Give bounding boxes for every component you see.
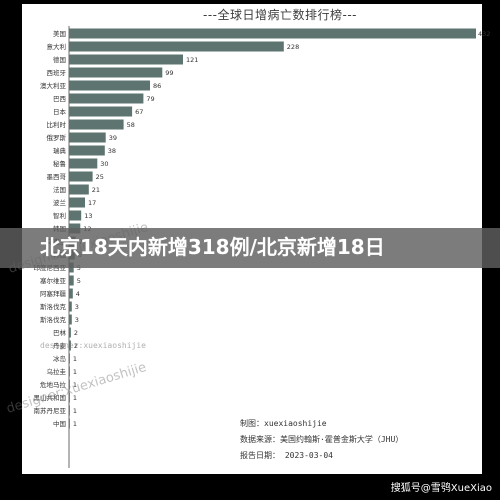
category-label: 黑山共和国 xyxy=(34,393,67,402)
bar xyxy=(69,158,98,169)
bar xyxy=(69,184,89,195)
category-label: 秘鲁 xyxy=(53,159,66,168)
bar xyxy=(69,418,70,429)
bar xyxy=(69,314,72,325)
bar xyxy=(69,93,144,104)
value-label: 2 xyxy=(74,329,78,337)
value-label: 4 xyxy=(76,290,80,298)
category-label: 南苏丹尼亚 xyxy=(34,406,67,415)
bar xyxy=(69,67,163,78)
bar xyxy=(69,171,93,182)
category-label: 日本 xyxy=(53,107,67,116)
value-label: 17 xyxy=(88,199,96,207)
category-label: 乌拉圭 xyxy=(47,367,67,376)
credit-text: 搜狐号@雪鸮XueXiao xyxy=(390,483,492,494)
category-label: 巴林 xyxy=(53,328,67,337)
category-label: 斯洛伐克 xyxy=(40,315,67,324)
value-label: 86 xyxy=(153,82,161,90)
value-label: 2 xyxy=(74,342,78,350)
value-labels-group: 4322281219986796758393830252117131276554… xyxy=(73,30,491,428)
value-label: 432 xyxy=(478,30,490,38)
value-label: 1 xyxy=(73,381,77,389)
category-label: 中国 xyxy=(53,419,66,428)
category-label: 阿塞拜疆 xyxy=(40,289,67,298)
bar xyxy=(69,119,124,130)
category-label: 澳大利亚 xyxy=(40,81,67,90)
value-label: 5 xyxy=(77,277,81,285)
bar xyxy=(69,106,133,117)
category-label: 巴西 xyxy=(53,95,67,103)
category-label: 意大利 xyxy=(47,42,67,51)
value-label: 3 xyxy=(75,303,79,311)
bar xyxy=(69,80,150,91)
category-label: 德国 xyxy=(53,55,66,64)
bar xyxy=(69,132,106,143)
bar xyxy=(69,28,476,39)
bar xyxy=(69,353,70,364)
bar xyxy=(69,301,72,312)
headline-band xyxy=(0,228,500,268)
category-label: 危地马拉 xyxy=(40,380,67,389)
category-label: 美国 xyxy=(53,29,66,38)
value-label: 58 xyxy=(127,121,135,129)
bar xyxy=(69,379,70,390)
footer-source: 数据来源：美国约翰斯·霍普金斯大学（JHU） xyxy=(240,434,403,444)
category-label: 西班牙 xyxy=(47,68,67,77)
value-label: 21 xyxy=(92,186,100,194)
value-label: 1 xyxy=(73,407,77,415)
category-label: 塞尔维亚 xyxy=(40,276,67,285)
value-label: 1 xyxy=(73,355,77,363)
bar xyxy=(69,197,85,208)
value-label: 13 xyxy=(84,212,92,220)
bar xyxy=(69,275,74,286)
bar xyxy=(69,54,183,65)
footer-date: 报告日期： 2023-03-04 xyxy=(240,450,333,460)
bar xyxy=(69,366,70,377)
value-label: 25 xyxy=(96,173,104,181)
bar xyxy=(69,145,105,156)
bar xyxy=(69,327,71,338)
chart-title: ---全球日增病亡数排行榜--- xyxy=(203,7,357,22)
category-label: 墨西哥 xyxy=(47,173,67,181)
category-label: 比利时 xyxy=(47,120,67,129)
bar xyxy=(69,340,71,351)
value-label: 38 xyxy=(108,147,116,155)
category-label: 瑞典 xyxy=(53,146,67,155)
bar xyxy=(69,392,70,403)
value-label: 3 xyxy=(75,316,79,324)
category-label: 冰岛 xyxy=(53,354,66,363)
value-label: 99 xyxy=(165,69,173,77)
value-label: 228 xyxy=(287,43,299,51)
value-label: 67 xyxy=(135,108,143,116)
value-label: 1 xyxy=(73,368,77,376)
category-label: 斯洛伐克 xyxy=(40,302,67,311)
category-label: 波兰 xyxy=(53,198,67,207)
bar xyxy=(69,405,70,416)
category-label: 智利 xyxy=(53,211,66,220)
value-label: 1 xyxy=(73,420,77,428)
headline-text: 北京18天内新增318例/北京新增18日 xyxy=(40,235,385,259)
bar xyxy=(69,288,73,299)
value-label: 30 xyxy=(100,160,108,168)
value-label: 79 xyxy=(146,95,154,103)
footer-producer: 制图：xuexiaoshijie xyxy=(240,418,327,428)
category-label: 丹麦 xyxy=(53,341,67,350)
bar xyxy=(69,41,284,52)
bar xyxy=(69,210,82,221)
category-label: 法国 xyxy=(53,185,66,194)
category-label: 俄罗斯 xyxy=(47,133,67,142)
value-label: 121 xyxy=(186,56,198,64)
watermark-inline: designer:xuexiaoshijie xyxy=(40,341,146,350)
value-label: 39 xyxy=(109,134,117,142)
value-label: 1 xyxy=(73,394,77,402)
